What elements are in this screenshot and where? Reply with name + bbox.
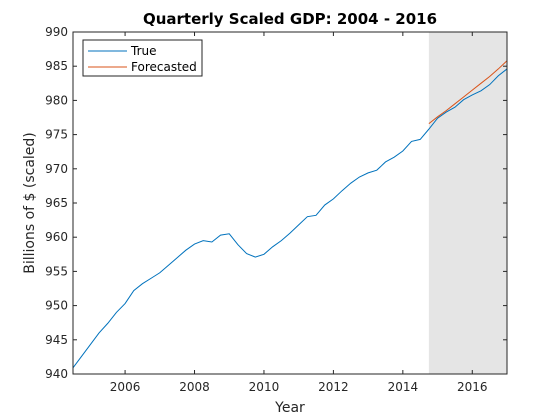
legend-box — [82, 39, 203, 77]
y-tick-label: 945 — [45, 333, 68, 347]
series-line-forecasted — [428, 60, 508, 125]
y-tick-label: 980 — [45, 93, 68, 107]
x-tick-label: 2008 — [179, 380, 210, 394]
forecast-region — [428, 32, 507, 374]
x-tick-label: 2016 — [457, 380, 488, 394]
series-layer — [72, 60, 508, 369]
series-line-true — [72, 68, 508, 369]
x-tick-label: 2010 — [249, 380, 280, 394]
forecast-region-layer — [428, 32, 507, 374]
x-tick-label: 2006 — [110, 380, 141, 394]
x-axis-label: Year — [274, 400, 305, 416]
x-tick-label: 2012 — [318, 380, 349, 394]
y-tick-label: 960 — [45, 230, 68, 244]
y-tick-label: 985 — [45, 59, 68, 73]
legend: True Forecasted — [82, 39, 203, 77]
x-tick-label: 2014 — [388, 380, 419, 394]
y-tick-label: 965 — [45, 196, 68, 210]
legend-label-true: True — [130, 44, 157, 58]
y-axis-label: Billions of $ (scaled) — [22, 132, 38, 274]
y-tick-label: 990 — [45, 25, 68, 39]
y-tick-label: 970 — [45, 162, 68, 176]
y-tick-label: 975 — [45, 128, 68, 142]
ticks-layer: 2006 2008 2010 2012 2014 2016 940 945 950 955 960 9… — [45, 25, 507, 394]
legend-label-forecasted: Forecasted — [131, 60, 197, 74]
chart-title: Quarterly Scaled GDP: 2004 - 2016 — [143, 10, 437, 28]
y-tick-label: 950 — [45, 299, 68, 313]
y-tick-label: 940 — [45, 367, 68, 381]
y-tick-label: 955 — [45, 264, 68, 278]
